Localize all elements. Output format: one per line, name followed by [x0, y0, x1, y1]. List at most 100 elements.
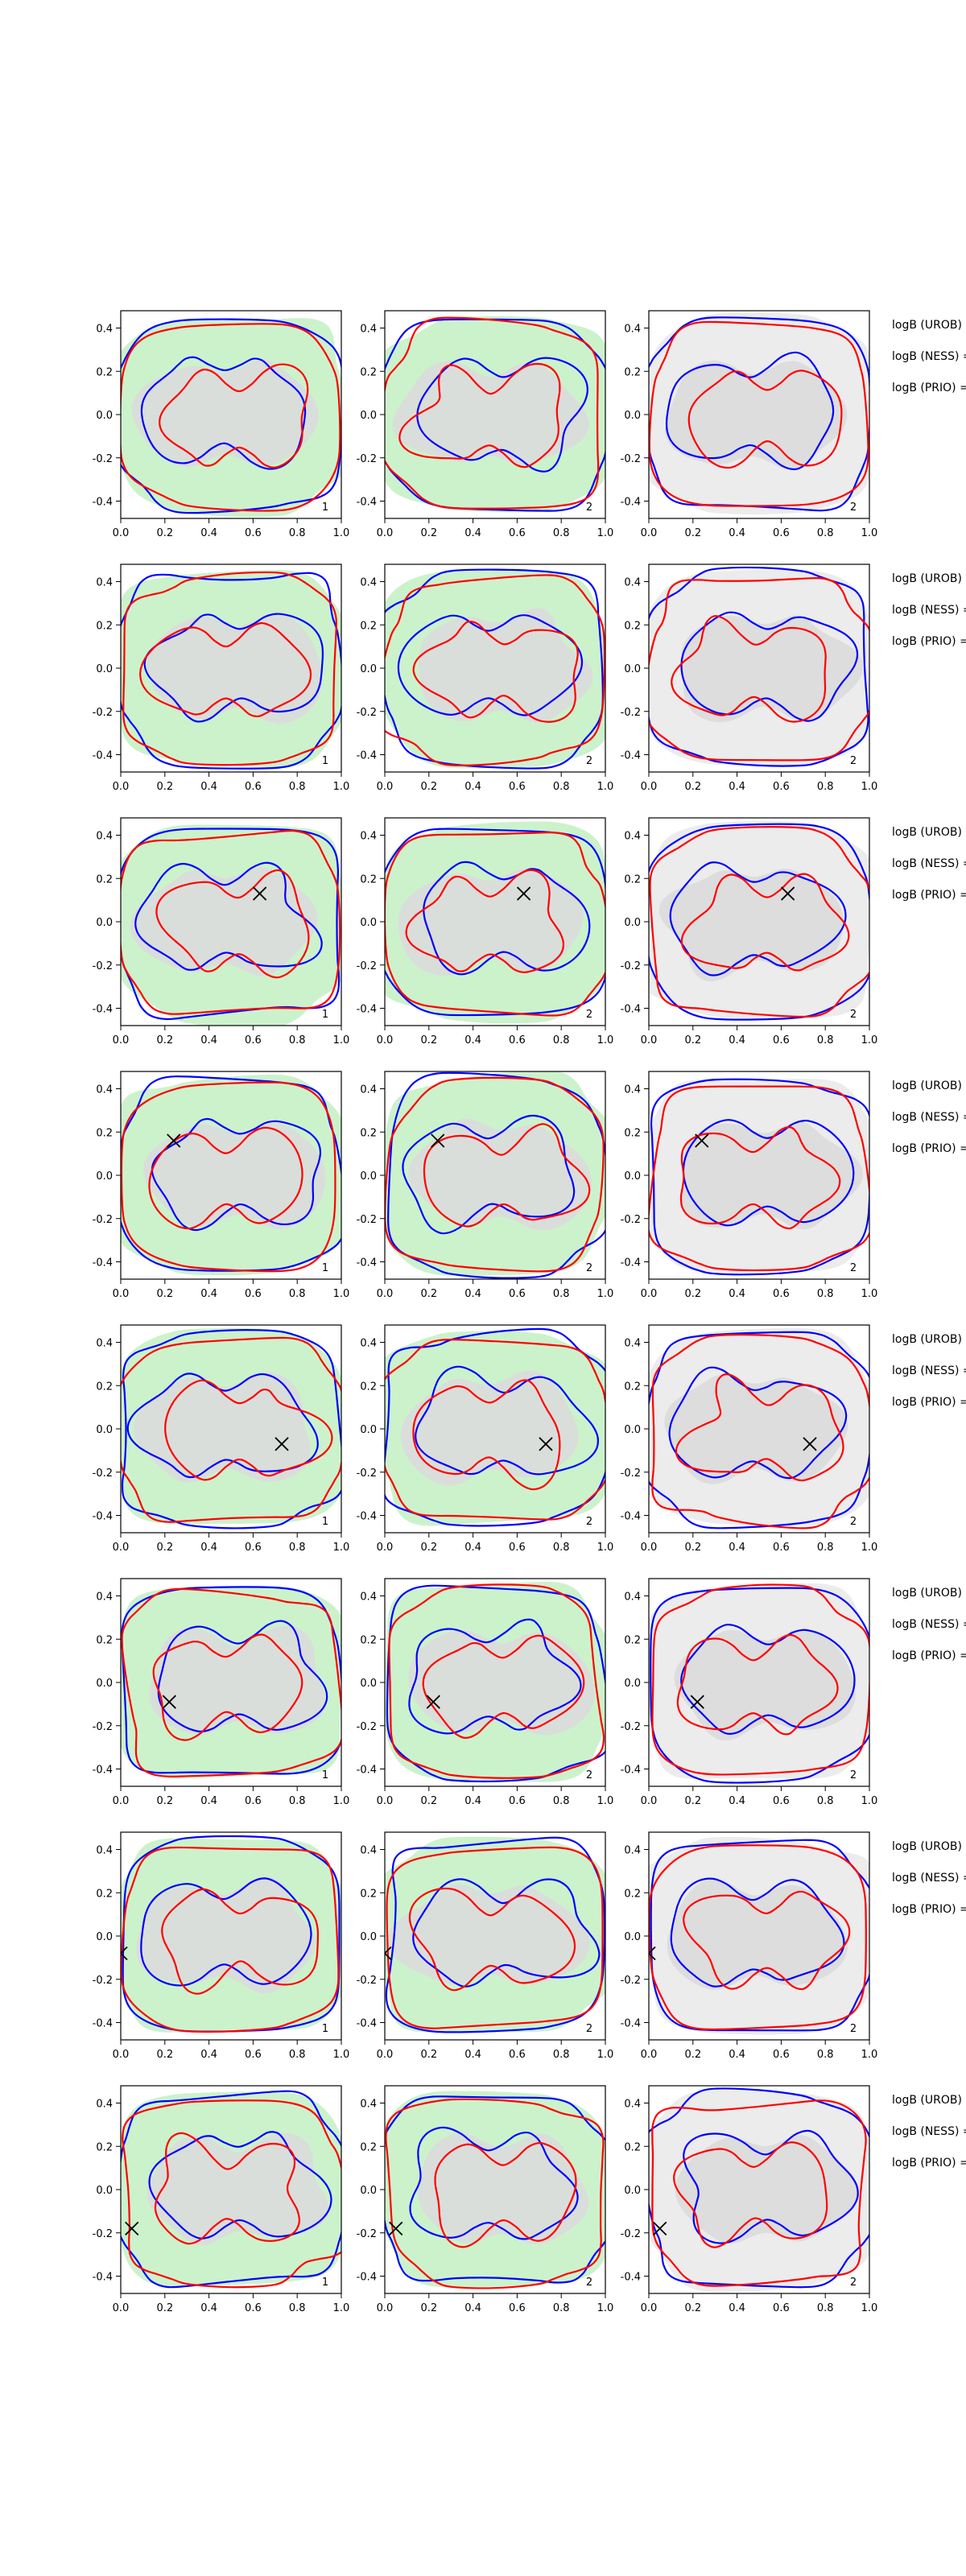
y-tick-label: -0.4	[93, 1511, 113, 1523]
y-tick-label: 0.2	[624, 1127, 641, 1139]
contour-layer	[121, 570, 341, 770]
x-tick-label: 0.4	[200, 1542, 217, 1554]
inner-density-fill	[418, 2133, 589, 2244]
y-tick-label: 0.0	[96, 1424, 113, 1436]
y-tick-label: -0.2	[357, 453, 377, 465]
row-label: logB (PRIO) =	[892, 1903, 966, 1916]
y-tick-label: 0.4	[96, 1591, 113, 1604]
y-tick-label: -0.4	[93, 1004, 113, 1016]
panel-number-label: 1	[322, 1262, 328, 1274]
panel-r1-c1: 0.0 0.2 0.4 0.6 0.8 1.0 -0.4 -0.2 0.0 0.2 0.4 1	[93, 310, 349, 539]
y-tick-label: 0.2	[96, 1127, 113, 1139]
x-tick-label: 0.0	[113, 527, 130, 539]
y-tick-label: 0.4	[360, 831, 377, 843]
row-label: logB (PRIO) =	[892, 1142, 966, 1155]
y-tick-label: -0.2	[93, 1721, 113, 1733]
y-tick-label: 0.0	[624, 2185, 641, 2197]
panel-number-label: 2	[850, 502, 857, 514]
y-tick-label: 0.0	[360, 663, 377, 675]
panel-r5-c2: 0.0 0.2 0.4 0.6 0.8 1.0 -0.4 -0.2 0.0 0.2 0.4 2	[357, 1324, 613, 1554]
panel-number-label: 2	[850, 2277, 857, 2289]
y-tick-label: -0.2	[357, 1214, 377, 1226]
y-tick-label: 0.4	[624, 2099, 641, 2111]
y-tick-label: 0.4	[96, 577, 113, 589]
x-tick-label: 0.4	[464, 2302, 481, 2314]
red-inner-contour	[412, 620, 579, 723]
true-value-marker	[516, 886, 531, 901]
red-outer-contour	[385, 316, 600, 510]
y-tick-label: 0.2	[360, 620, 377, 632]
blue-outer-contour	[121, 318, 341, 514]
x-tick-label: 0.8	[553, 781, 570, 793]
blue-inner-contour	[665, 351, 835, 471]
y-tick-label: 0.4	[96, 1084, 113, 1096]
row-label: logB (PRIO) =	[892, 1396, 966, 1409]
x-tick-label: 0.2	[684, 527, 701, 539]
x-tick-label: 0.4	[729, 1542, 745, 1554]
x-tick-label: 0.2	[156, 527, 173, 539]
blue-outer-contour	[385, 1836, 605, 2033]
red-inner-contour	[139, 621, 312, 718]
y-tick-label: -0.4	[357, 1765, 377, 1777]
y-tick-label: 0.4	[360, 1084, 377, 1096]
red-inner-contour	[412, 1379, 561, 1491]
row-label: logB (UROB) =	[892, 1080, 966, 1092]
x-tick-label: 0.8	[553, 2302, 570, 2314]
y-tick-label: 0.0	[96, 1170, 113, 1183]
blue-inner-contour	[140, 1877, 312, 1987]
x-tick-label: 0.2	[156, 781, 173, 793]
inner-density-fill	[681, 615, 864, 723]
x-tick-label: 0.0	[113, 1795, 130, 1807]
y-tick-label: -0.4	[357, 1257, 377, 1269]
y-tick-label: 0.0	[96, 1678, 113, 1690]
y-tick-label: 0.0	[624, 1678, 641, 1690]
x-tick-label: 0.8	[289, 1542, 306, 1554]
true-value-marker	[695, 1133, 709, 1148]
blue-inner-contour	[670, 1877, 845, 1988]
x-tick-label: 0.6	[773, 1542, 790, 1554]
blue-outer-contour	[385, 1327, 605, 1527]
x-tick-label: 1.0	[333, 1288, 350, 1300]
x-tick-label: 0.2	[156, 2302, 173, 2314]
y-tick-label: -0.2	[621, 1721, 641, 1733]
contour-layer	[121, 824, 341, 1026]
y-tick-label: -0.4	[93, 2272, 113, 2284]
x-tick-label: 0.2	[156, 1288, 173, 1300]
row-label: logB (PRIO) =	[892, 1649, 966, 1662]
contour-layer	[649, 821, 869, 1021]
x-tick-label: 0.0	[641, 1795, 658, 1807]
panel-number-label: 2	[586, 1262, 592, 1274]
y-tick-label: -0.4	[621, 497, 641, 509]
x-tick-label: 0.4	[464, 1288, 481, 1300]
red-inner-contour	[680, 873, 850, 972]
y-tick-label: 0.2	[96, 873, 113, 886]
red-outer-contour	[388, 1583, 605, 1779]
panel-r8-c3: 0.0 0.2 0.4 0.6 0.8 1.0 -0.4 -0.2 0.0 0.2 0.4 2	[621, 2085, 877, 2314]
x-tick-label: 0.6	[245, 2302, 262, 2314]
x-tick-label: 0.8	[817, 2049, 834, 2061]
blue-inner-contour	[143, 613, 324, 723]
x-tick-label: 0.8	[553, 527, 570, 539]
inner-density-fill	[392, 361, 589, 466]
contour-layer	[385, 1071, 605, 1279]
red-outer-contour	[122, 2099, 341, 2289]
red-inner-contour	[152, 1633, 303, 1741]
x-tick-label: 0.4	[729, 1034, 745, 1046]
blue-outer-contour	[121, 1329, 341, 1530]
true-value-marker	[690, 1695, 704, 1709]
y-tick-label: 0.4	[360, 1845, 377, 1857]
red-inner-contour	[164, 1379, 333, 1481]
red-inner-contour	[687, 369, 843, 469]
contour-layer	[385, 1582, 605, 1783]
x-tick-label: 0.6	[509, 2049, 526, 2061]
x-tick-label: 0.0	[641, 2302, 658, 2314]
contour-layer	[385, 568, 605, 770]
y-tick-label: 0.4	[624, 324, 641, 336]
x-tick-label: 0.0	[377, 527, 394, 539]
x-tick-label: 0.8	[553, 1034, 570, 1046]
red-inner-contour	[679, 1126, 841, 1230]
x-tick-label: 0.8	[817, 1034, 834, 1046]
y-tick-label: 0.4	[624, 577, 641, 589]
panel-r3-c3: 0.0 0.2 0.4 0.6 0.8 1.0 -0.4 -0.2 0.0 0.2 0.4 2	[621, 817, 877, 1046]
red-inner-contour	[423, 1123, 591, 1228]
